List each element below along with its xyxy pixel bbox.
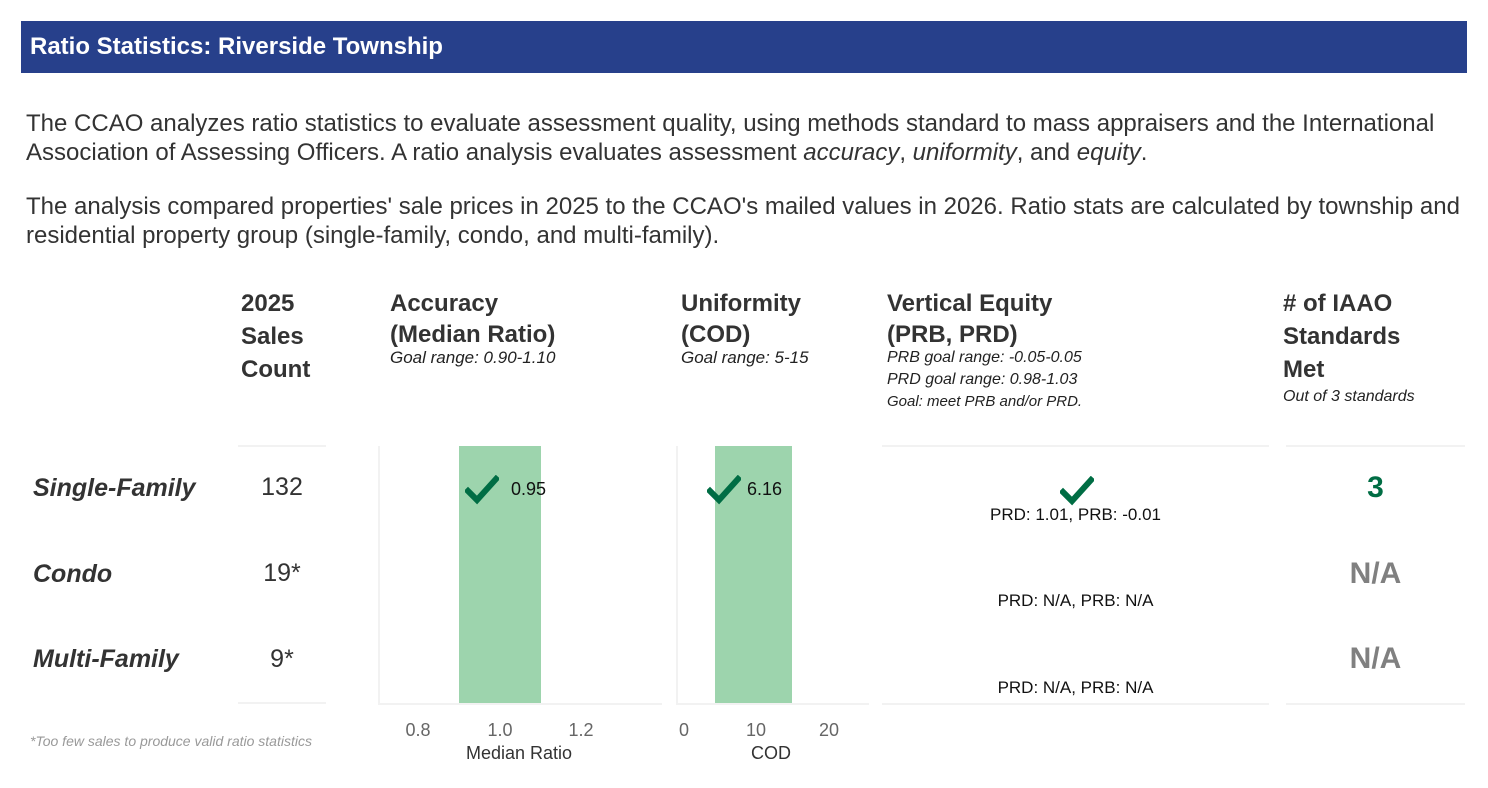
header-line: Accuracy [390, 290, 499, 317]
header-line: Standards [1283, 323, 1401, 350]
equity-condo: PRD: N/A, PRB: N/A [997, 591, 1154, 610]
standards-top-rule [1286, 445, 1465, 447]
equity-top-rule [882, 445, 1269, 447]
intro-paragraph-1: The CCAO analyzes ratio statistics to ev… [26, 109, 1466, 167]
page-title: Ratio Statistics: Riverside Township [21, 21, 1467, 73]
prd-goal-range: PRD goal range: 0.98-1.03 [887, 371, 1078, 388]
header-line: Count [241, 356, 311, 383]
sales-count-header: 2025 Sales Count [241, 287, 310, 386]
standards-met-multi-family: N/A [1349, 642, 1402, 675]
accuracy-tick: 0.8 [405, 720, 431, 740]
accuracy-panel-left-border [378, 446, 380, 704]
cod-axis-title: COD [751, 743, 791, 763]
uniformity-header: Uniformity (COD) Goal range: 5-15 [681, 287, 809, 369]
header-line: Met [1283, 356, 1325, 383]
uniformity-goal-range: Goal range: 5-15 [681, 348, 809, 367]
accuracy-header: Accuracy (Median Ratio) Goal range: 0.90… [390, 287, 555, 369]
sales-count-single-family: 132 [261, 473, 303, 501]
intro-text: . [1140, 139, 1148, 166]
intro-text: The CCAO analyzes ratio statistics to ev… [26, 110, 1435, 166]
cod-panel-left-border [676, 446, 678, 704]
header-line: (COD) [681, 321, 751, 348]
footnote: *Too few sales to produce valid ratio st… [30, 733, 312, 749]
header-line: Sales [241, 323, 304, 350]
accuracy-goal-band [459, 446, 541, 703]
standards-bottom-rule [1286, 703, 1465, 705]
header-line: (Median Ratio) [390, 321, 556, 348]
sales-count-multi-family: 9* [270, 645, 294, 673]
accuracy-axis-title: Median Ratio [465, 743, 573, 763]
accuracy-tick: 1.0 [487, 720, 513, 740]
header-line: (PRB, PRD) [887, 321, 1018, 348]
check-icon [707, 475, 741, 505]
sales-top-rule [238, 445, 326, 447]
accuracy-panel-baseline [378, 703, 662, 705]
intro-accuracy-term: accuracy [803, 139, 900, 166]
cod-tick: 10 [745, 720, 767, 740]
header-line: Uniformity [681, 290, 801, 317]
prb-goal-range: PRB goal range: -0.05-0.05 [887, 349, 1082, 366]
intro-uniformity-term: uniformity [912, 139, 1017, 166]
vertical-equity-header: Vertical Equity (PRB, PRD) PRB goal rang… [887, 287, 1082, 413]
cod-tick: 0 [678, 720, 690, 740]
check-icon [1060, 476, 1094, 506]
median-ratio-single-family: 0.95 [511, 479, 547, 499]
row-label-multi-family: Multi-Family [33, 645, 179, 673]
intro-equity-term: equity [1076, 139, 1141, 166]
header-line: # of IAAO [1283, 290, 1393, 317]
cod-tick: 20 [818, 720, 840, 740]
header-line: Vertical Equity [887, 290, 1053, 317]
row-label-single-family: Single-Family [33, 474, 196, 502]
iaao-standards-header: # of IAAO Standards Met Out of 3 standar… [1283, 287, 1415, 408]
sales-count-condo: 19* [263, 559, 301, 587]
standards-met-condo: N/A [1349, 557, 1402, 590]
standards-met-single-family: 3 [1367, 471, 1384, 504]
intro-text: , and [1016, 139, 1077, 166]
accuracy-goal-range: Goal range: 0.90-1.10 [390, 348, 556, 367]
equity-bottom-rule [882, 703, 1269, 705]
cod-panel-baseline [676, 703, 869, 705]
accuracy-tick: 1.2 [568, 720, 594, 740]
equity-single-family: PRD: 1.01, PRB: -0.01 [989, 505, 1162, 524]
intro-paragraph-2: The analysis compared properties' sale p… [26, 193, 1460, 249]
check-icon [465, 475, 499, 505]
standards-subtitle: Out of 3 standards [1283, 388, 1415, 405]
row-label-condo: Condo [33, 560, 113, 588]
intro-text: , [899, 139, 913, 166]
equity-multi-family: PRD: N/A, PRB: N/A [997, 678, 1154, 697]
cod-single-family: 6.16 [747, 479, 783, 499]
sales-bottom-rule [238, 702, 326, 704]
equity-goal-note: Goal: meet PRB and/or PRD. [887, 393, 1083, 410]
header-line: 2025 [241, 290, 295, 317]
